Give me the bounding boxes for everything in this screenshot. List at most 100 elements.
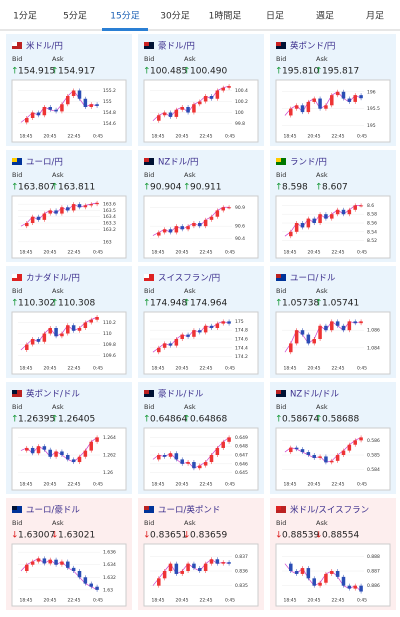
ask-value: 195.817 bbox=[322, 67, 359, 77]
pair-name[interactable]: NZドル/円 bbox=[158, 158, 199, 168]
candle bbox=[312, 455, 316, 458]
pair-name[interactable]: ランド/円 bbox=[290, 158, 327, 168]
candle bbox=[71, 459, 76, 463]
candle bbox=[306, 568, 311, 579]
bid-value: 174.948 bbox=[150, 299, 187, 309]
x-tick-label: 22:45 bbox=[200, 366, 213, 372]
x-tick-label: 18:45 bbox=[20, 598, 33, 604]
pair-name[interactable]: 米ドル/円 bbox=[26, 41, 63, 52]
tab[interactable]: 1分足 bbox=[13, 11, 37, 22]
bid-value: 1.05738 bbox=[282, 299, 319, 309]
candle bbox=[42, 333, 47, 342]
bid-arrow: ↑ bbox=[11, 67, 19, 77]
tab[interactable]: 週足 bbox=[316, 11, 334, 22]
candle bbox=[203, 563, 208, 571]
x-tick-label: 20:45 bbox=[44, 134, 57, 140]
ask-arrow: ↑ bbox=[315, 67, 323, 77]
y-tick-label: 100.2 bbox=[235, 99, 248, 105]
candle bbox=[300, 568, 305, 574]
candle bbox=[353, 95, 357, 102]
tab[interactable]: 30分足 bbox=[160, 11, 189, 22]
tab[interactable]: 日足 bbox=[266, 11, 284, 22]
candle bbox=[347, 98, 352, 102]
pair-name[interactable]: ユーロ/豪ドル bbox=[26, 505, 80, 516]
x-tick-label: 0:45 bbox=[357, 250, 367, 256]
pair-name[interactable]: カナダドル/円 bbox=[26, 273, 80, 284]
candle bbox=[66, 325, 70, 334]
pair-name[interactable]: 豪ドル/円 bbox=[158, 41, 195, 52]
candle bbox=[77, 328, 82, 331]
ask-value: 0.88554 bbox=[322, 531, 359, 541]
x-tick-label: 0:45 bbox=[225, 598, 235, 604]
candle bbox=[42, 213, 47, 220]
x-tick-label: 22:45 bbox=[200, 598, 213, 604]
pair-name[interactable]: NZドル/ドル bbox=[290, 390, 340, 400]
x-tick-label: 0:45 bbox=[357, 482, 367, 488]
x-tick-label: 22:45 bbox=[200, 134, 213, 140]
bid-value: 0.88539 bbox=[282, 531, 319, 541]
candle bbox=[294, 571, 299, 574]
candle bbox=[330, 95, 334, 106]
x-tick-label: 0:45 bbox=[357, 598, 367, 604]
candle bbox=[174, 453, 179, 460]
x-tick-label: 18:45 bbox=[20, 134, 33, 140]
candle bbox=[227, 562, 231, 564]
tab[interactable]: 15分足 bbox=[110, 11, 139, 22]
tab[interactable]: 5分足 bbox=[63, 11, 87, 22]
pair-name[interactable]: 英ポンド/円 bbox=[290, 41, 335, 52]
chart-bg bbox=[143, 427, 259, 491]
pair-name[interactable]: スイスフラン/円 bbox=[158, 274, 220, 284]
pair-name[interactable]: ユーロ/英ポンド bbox=[158, 505, 220, 516]
candle bbox=[335, 209, 340, 215]
ask-value: 90.911 bbox=[190, 183, 222, 193]
tab[interactable]: 月足 bbox=[366, 11, 384, 22]
y-tick-label: 163.6 bbox=[103, 202, 116, 208]
candle bbox=[289, 108, 293, 116]
candle bbox=[209, 455, 214, 463]
ask-arrow: ↑ bbox=[51, 415, 59, 425]
candle bbox=[330, 214, 334, 219]
pair-name[interactable]: 英ポンド/ドル bbox=[26, 389, 80, 400]
x-tick-label: 18:45 bbox=[152, 482, 165, 488]
candle bbox=[318, 214, 322, 223]
candle bbox=[359, 205, 363, 207]
y-tick-label: 175 bbox=[235, 319, 244, 325]
bid-arrow: ↑ bbox=[11, 299, 19, 309]
candle bbox=[353, 321, 357, 324]
ask-value: 1.63021 bbox=[58, 531, 95, 541]
candle bbox=[221, 321, 225, 324]
x-tick-label: 0:45 bbox=[225, 366, 235, 372]
tab[interactable]: 1時間足 bbox=[209, 11, 242, 22]
candle bbox=[36, 216, 41, 220]
x-tick-label: 22:45 bbox=[68, 598, 81, 604]
candle bbox=[25, 118, 29, 123]
y-tick-label: 100 bbox=[235, 110, 244, 116]
candle bbox=[30, 216, 35, 223]
ask-arrow: ↑ bbox=[315, 183, 323, 193]
y-tick-label: 195.5 bbox=[367, 106, 380, 112]
ask-arrow: ↑ bbox=[51, 67, 59, 77]
candle bbox=[306, 218, 311, 228]
ask-value: 1.05741 bbox=[322, 299, 359, 309]
pair-name[interactable]: ユーロ/円 bbox=[26, 158, 63, 168]
candle bbox=[186, 226, 190, 230]
x-tick-label: 22:45 bbox=[68, 366, 81, 372]
candle bbox=[54, 328, 58, 337]
candle bbox=[168, 453, 173, 457]
candle bbox=[353, 585, 357, 589]
candle bbox=[318, 456, 322, 458]
bid-label: Bid bbox=[12, 287, 22, 295]
pair-name[interactable]: 豪ドル/ドル bbox=[158, 389, 204, 400]
bid-value: 90.904 bbox=[150, 183, 182, 193]
candle bbox=[192, 330, 196, 337]
ask-value: 8.607 bbox=[322, 183, 348, 193]
candle bbox=[192, 223, 196, 227]
x-tick-label: 18:45 bbox=[20, 482, 33, 488]
x-tick-label: 22:45 bbox=[332, 598, 345, 604]
ask-label: Ask bbox=[52, 55, 64, 63]
pair-name[interactable]: ユーロ/ドル bbox=[290, 274, 336, 284]
candle bbox=[318, 582, 322, 586]
candle bbox=[353, 205, 357, 210]
pair-name[interactable]: 米ドル/スイスフラン bbox=[290, 505, 369, 516]
candle bbox=[300, 223, 305, 228]
